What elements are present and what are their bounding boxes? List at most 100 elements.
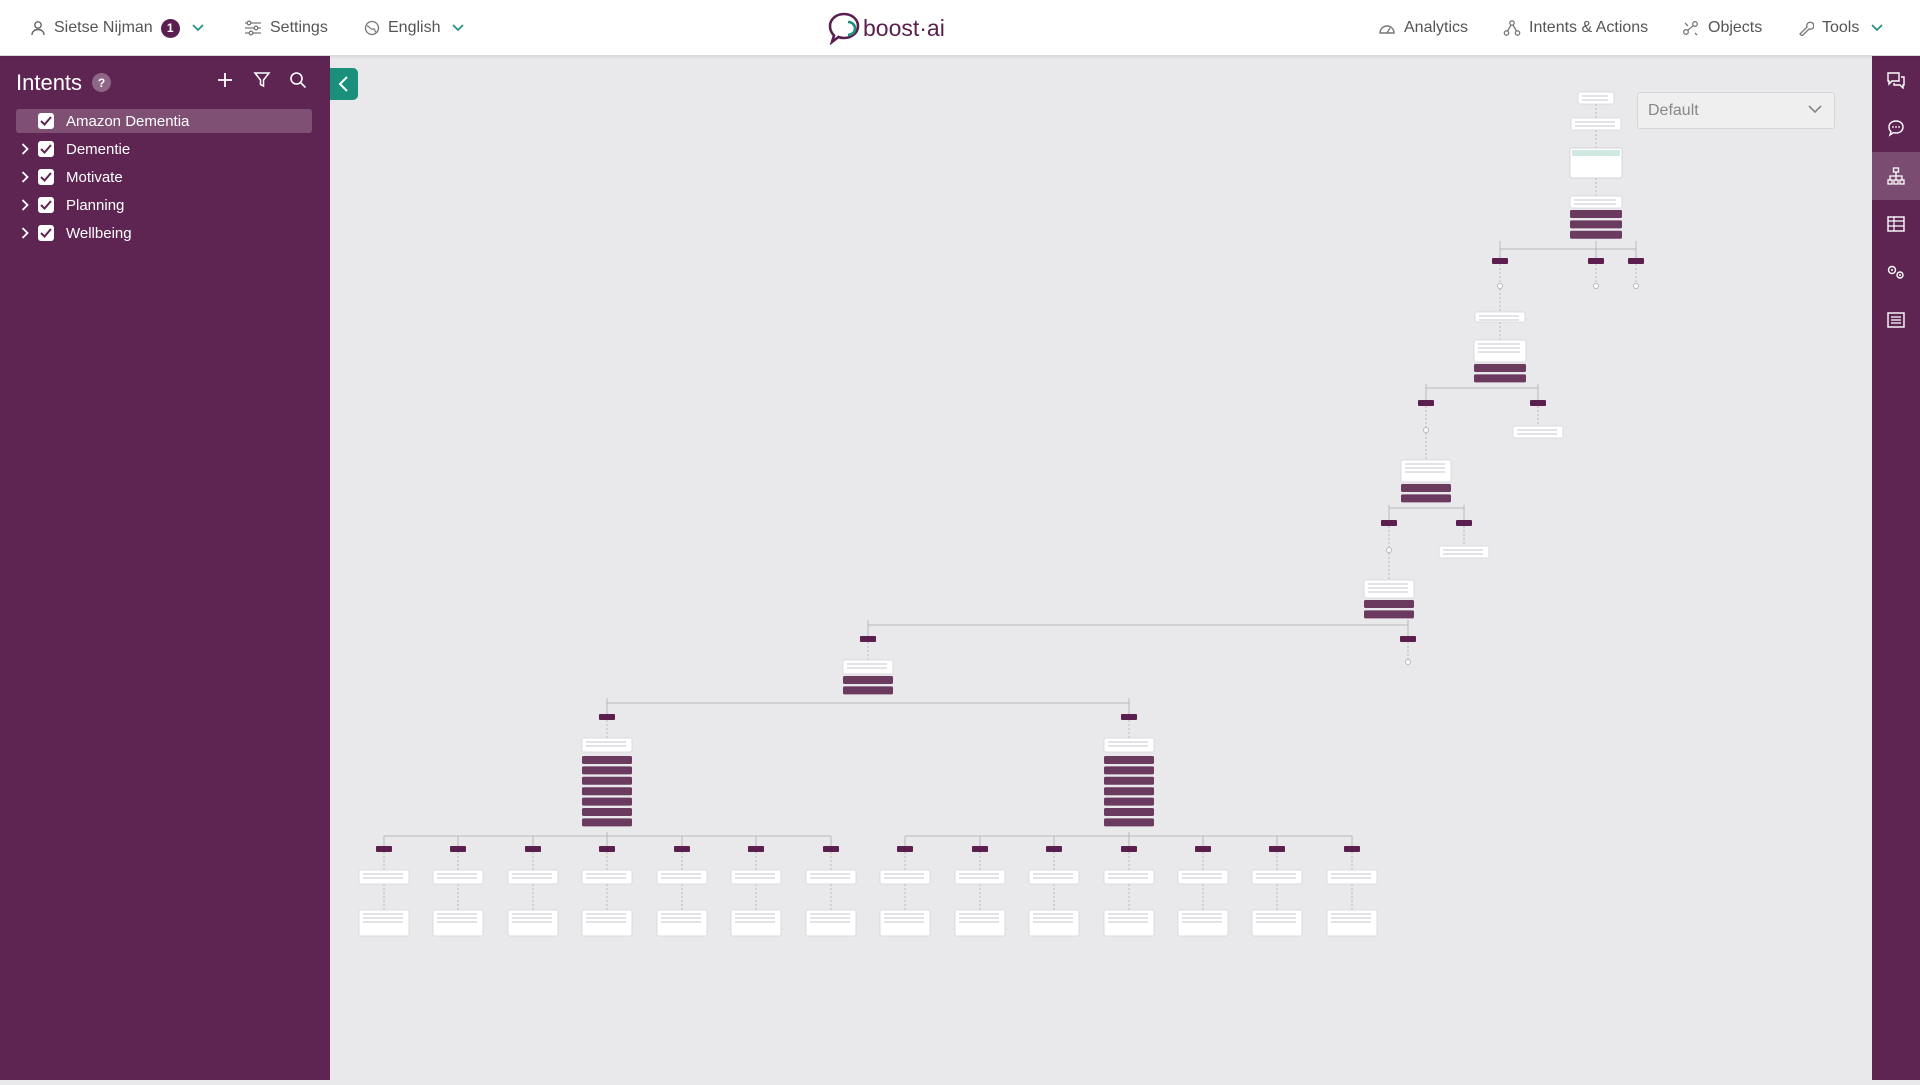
flow-node [1177,869,1229,885]
intent-label: Planning [66,196,125,214]
flow-branch-tag [1344,846,1360,852]
nav-intents-actions[interactable]: Intents & Actions [1503,0,1648,56]
conversation-flow-graph[interactable] [330,56,1872,1080]
boost-ai-logo[interactable]: boost·ai [827,10,945,46]
flow-branch-tag [525,846,541,852]
intent-checkbox[interactable] [38,141,54,157]
intent-label: Dementie [66,140,131,158]
flow-branch-tag [1121,714,1137,720]
intent-item[interactable]: Wellbeing [16,221,312,245]
chevron-down-icon [452,24,465,32]
globe-icon [364,20,380,36]
nav-objects[interactable]: Objects [1682,0,1762,56]
flow-option-button [1474,374,1526,383]
flow-node [842,659,894,675]
flow-node [1103,869,1155,885]
flow-node [1438,545,1490,559]
logo-text: boost·ai [863,14,945,41]
flow-node [656,869,708,885]
flow-panel-button[interactable] [1872,152,1920,200]
intent-checkbox[interactable] [38,197,54,213]
intent-checkbox[interactable] [38,225,54,241]
chat-panel-button[interactable] [1872,56,1920,104]
flow-node [1400,459,1452,483]
language-menu[interactable]: English [364,0,472,56]
flow-node [954,869,1006,885]
flow-branch-tag [599,714,615,720]
chat-logo-icon [828,12,860,45]
expand-chevron-icon[interactable] [16,171,34,183]
flow-option-button [1104,776,1154,785]
gauge-icon [1379,25,1395,34]
flow-node [1251,869,1303,885]
collapse-sidebar-button[interactable] [330,68,358,100]
flow-branch-tag [1121,846,1137,852]
flow-end-node [1497,283,1503,289]
flow-node [1326,909,1378,937]
hierarchy-icon [1503,20,1521,36]
flow-node [581,869,633,885]
flow-branch-tag [823,846,839,852]
help-button[interactable]: ? [92,73,111,92]
flow-option-button [1474,364,1526,372]
flow-option-button [582,797,632,806]
chevron-down-icon [192,24,204,32]
flow-node [730,869,782,885]
check-icon [40,200,52,210]
user-menu[interactable]: Sietse Nijman 1 [30,0,212,56]
flow-node [1326,869,1378,885]
intents-sidebar: Intents ? Amazon Dementia Dementie Motivat… [0,56,330,1080]
settings-menu[interactable]: Settings [244,0,328,56]
flow-node [581,737,633,753]
search-button[interactable] [284,66,312,94]
flow-option-button [1570,210,1622,218]
chevron-left-icon [338,76,348,92]
add-intent-button[interactable] [211,66,239,94]
flow-node [730,909,782,937]
flow-option-button [1570,230,1622,239]
intent-label: Wellbeing [66,224,132,242]
flow-node [432,909,484,937]
version-select[interactable]: Default [1637,92,1835,129]
intent-item[interactable]: Dementie [16,137,312,161]
message-panel-button[interactable] [1872,104,1920,152]
sidebar-title: Intents [16,70,83,95]
search-icon [290,72,307,89]
flow-option-button [843,676,893,684]
chat-bubbles-icon [1887,72,1905,89]
user-name: Sietse Nijman [54,19,153,36]
flow-end-node [1405,659,1411,665]
flow-option-button [1401,494,1451,503]
expand-chevron-icon[interactable] [16,143,34,155]
nav-analytics[interactable]: Analytics [1378,0,1468,56]
nav-tools-label: Tools [1822,19,1860,36]
list-panel-button[interactable] [1872,296,1920,344]
settings-label: Settings [270,19,328,36]
intent-item[interactable]: Motivate [16,165,312,189]
flow-node [1363,579,1415,599]
flow-node [879,909,931,937]
expand-chevron-icon[interactable] [16,227,34,239]
nav-tools[interactable]: Tools [1798,0,1891,56]
settings-panel-button[interactable] [1872,248,1920,296]
check-icon [40,116,52,126]
flow-option-button [1104,818,1154,827]
flow-node [358,909,410,937]
intent-item[interactable]: Planning [16,193,312,217]
filter-button[interactable] [248,66,276,94]
message-icon [1888,120,1904,137]
flow-option-button [1364,610,1414,619]
gears-icon [1887,265,1904,279]
flow-canvas[interactable] [330,56,1872,1080]
plus-icon [218,73,232,87]
expand-chevron-icon[interactable] [16,199,34,211]
intent-item[interactable]: Amazon Dementia [16,109,312,133]
flow-node [507,869,559,885]
notification-badge: 1 [160,18,180,38]
flow-node [1028,909,1080,937]
intent-checkbox[interactable] [38,169,54,185]
intent-checkbox[interactable] [38,113,54,129]
flow-node [1570,117,1622,131]
table-panel-button[interactable] [1872,200,1920,248]
right-toolbar [1872,56,1920,1080]
